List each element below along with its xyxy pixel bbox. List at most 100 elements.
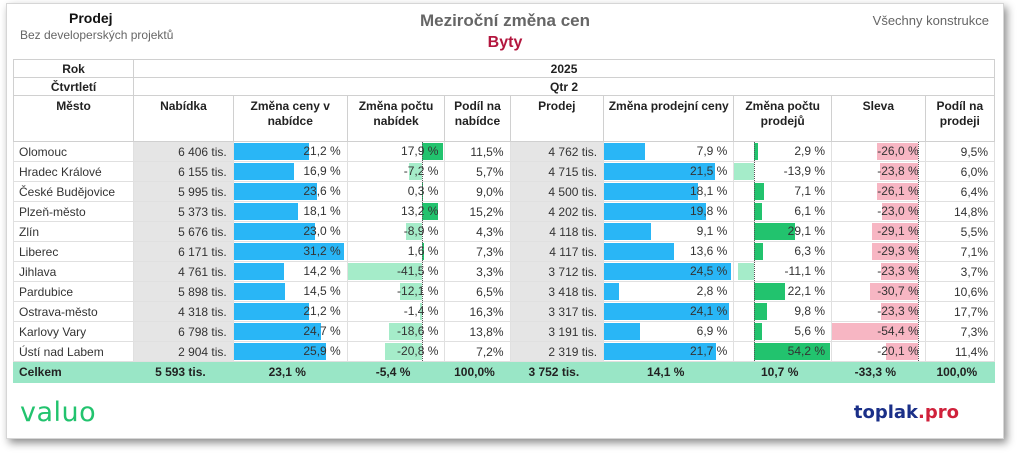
cell-sale: 3 191 tis.	[509, 321, 605, 342]
bar-fill	[604, 203, 707, 220]
zero-axis	[918, 182, 920, 201]
zero-axis	[918, 142, 920, 161]
cell-offer-share: 16,3%	[444, 301, 511, 322]
bar-value: 9,8 %	[794, 304, 826, 318]
zero-axis	[753, 302, 755, 321]
cell-sale-share: 17,7%	[924, 301, 996, 322]
bar-value: 22,1 %	[787, 284, 826, 298]
zero-axis	[918, 242, 920, 261]
cell-sale: 2 319 tis.	[509, 341, 605, 362]
cell-offer: 5 995 tis.	[133, 181, 234, 202]
bar-value: 24,5 %	[689, 264, 728, 278]
bar-value: -20,1 %	[877, 344, 919, 358]
zero-axis	[422, 142, 424, 161]
cell-sale-change: 18,1 %	[603, 181, 735, 202]
cell-sale-change: 2,8 %	[603, 281, 735, 302]
bar-value: -7,2 %	[403, 164, 439, 178]
bar-value: 31,2 %	[303, 244, 341, 258]
table-row: Olomouc 6 406 tis. 21,2 % 17,9 % 11,5% 4 762 …	[12, 141, 996, 162]
cell-offer-change: 14,5 %	[232, 281, 348, 302]
cell-city: Hradec Králové	[12, 161, 135, 182]
bar-fill	[753, 203, 763, 220]
cell-discount: -26,1 %	[831, 181, 926, 202]
cell-sale-change: 21,5 %	[603, 161, 735, 182]
cell-sale-share: 11,4%	[924, 341, 996, 362]
cell-offer-change: 25,9 %	[232, 341, 348, 362]
zero-axis	[918, 222, 920, 241]
cell-offer: 6 155 tis.	[133, 161, 234, 182]
cell-city: Zlín	[12, 221, 135, 242]
bar-value: 7,1 %	[794, 184, 826, 198]
cell-sale-share: 7,3%	[924, 321, 996, 342]
cell-offer: 5 676 tis.	[133, 221, 234, 242]
zero-axis	[753, 322, 755, 341]
bar-value: -23,3 %	[877, 304, 919, 318]
cell-offer-share: 3,3%	[444, 261, 511, 282]
cell-sale-count-change: 10,7 %	[733, 361, 833, 383]
cell-offer-change: 31,2 %	[232, 241, 348, 262]
zero-axis	[753, 222, 755, 241]
cell-sale: 4 117 tis.	[509, 241, 605, 262]
bar-fill	[233, 223, 316, 240]
cell-offer-share: 9,0%	[444, 181, 511, 202]
zero-axis	[753, 142, 755, 161]
table-row: Ostrava-město 4 318 tis. 21,2 % -1,4 % 16,3%…	[12, 301, 996, 322]
bar-fill	[872, 223, 919, 240]
bar-fill	[233, 243, 345, 260]
cell-discount: -54,4 %	[831, 321, 926, 342]
bar-fill	[876, 183, 919, 200]
bar-fill	[409, 163, 423, 180]
cell-discount: -29,1 %	[831, 221, 926, 242]
cell-sale-share: 6,4%	[924, 181, 996, 202]
cell-offer-count-change: -20,8 %	[346, 341, 446, 362]
zero-axis	[422, 342, 424, 361]
bar-fill	[604, 243, 675, 260]
cell-offer-count-change: -5,4 %	[346, 361, 446, 383]
cell-discount: -33,3 %	[831, 361, 926, 383]
cell-sale-share: 7,1%	[924, 241, 996, 262]
bar-fill	[604, 323, 640, 340]
cell-city: České Budějovice	[12, 181, 135, 202]
cell-offer-count-change: -12,1 %	[346, 281, 446, 302]
cell-offer-change: 18,1 %	[232, 201, 348, 222]
cell-city: Celkem	[12, 361, 135, 383]
column-header: Změna počtu prodejů	[733, 95, 833, 142]
cell-sale-count-change: 6,3 %	[733, 241, 833, 262]
table-row: Plzeň-město 5 373 tis. 18,1 % 13,2 % 15,2% 4 …	[12, 201, 996, 222]
zero-axis	[422, 162, 424, 181]
cell-sale-share: 14,8%	[924, 201, 996, 222]
bar-value: 13,2 %	[401, 204, 439, 218]
construction-filter: Všechny konstrukce	[872, 13, 989, 28]
bar-value: 21,5 %	[689, 164, 728, 178]
cell-offer-change: 21,2 %	[232, 301, 348, 322]
page-title: Meziroční změna cen	[419, 11, 591, 30]
cell-sale-share: 3,7%	[924, 261, 996, 282]
zero-axis	[753, 342, 755, 361]
cell-sale-change: 6,9 %	[603, 321, 735, 342]
bar-value: 7,9 %	[696, 144, 728, 158]
bar-value: -26,1 %	[877, 184, 919, 198]
bar-fill	[233, 343, 326, 360]
report-filter: Bez developerských projektů	[20, 28, 174, 42]
toplak-logo-name: toplak	[853, 402, 919, 423]
cell-discount: -23,8 %	[831, 161, 926, 182]
cell-sale-count-change: 2,9 %	[733, 141, 833, 162]
cell-offer: 4 761 tis.	[133, 261, 234, 282]
column-header: Sleva	[831, 95, 926, 142]
cell-offer-share: 13,8%	[444, 321, 511, 342]
column-header: Město	[12, 95, 135, 142]
bar-value: 2,9 %	[794, 144, 826, 158]
cell-discount: -29,3 %	[831, 241, 926, 262]
cell-discount: -30,7 %	[831, 281, 926, 302]
quarter-label: Čtvrtletí	[12, 77, 135, 96]
cell-offer-change: 16,9 %	[232, 161, 348, 182]
bar-value: 0,3 %	[407, 184, 439, 198]
cell-sale-change: 14,1 %	[603, 361, 735, 383]
column-header: Změna počtu nabídek	[346, 95, 446, 142]
bar-fill	[886, 343, 919, 360]
zero-axis	[422, 302, 424, 321]
bar-value: -23,3 %	[877, 264, 919, 278]
cell-offer: 5 593 tis.	[133, 361, 234, 383]
bar-fill	[604, 183, 698, 200]
report-type: Prodej	[69, 10, 113, 26]
